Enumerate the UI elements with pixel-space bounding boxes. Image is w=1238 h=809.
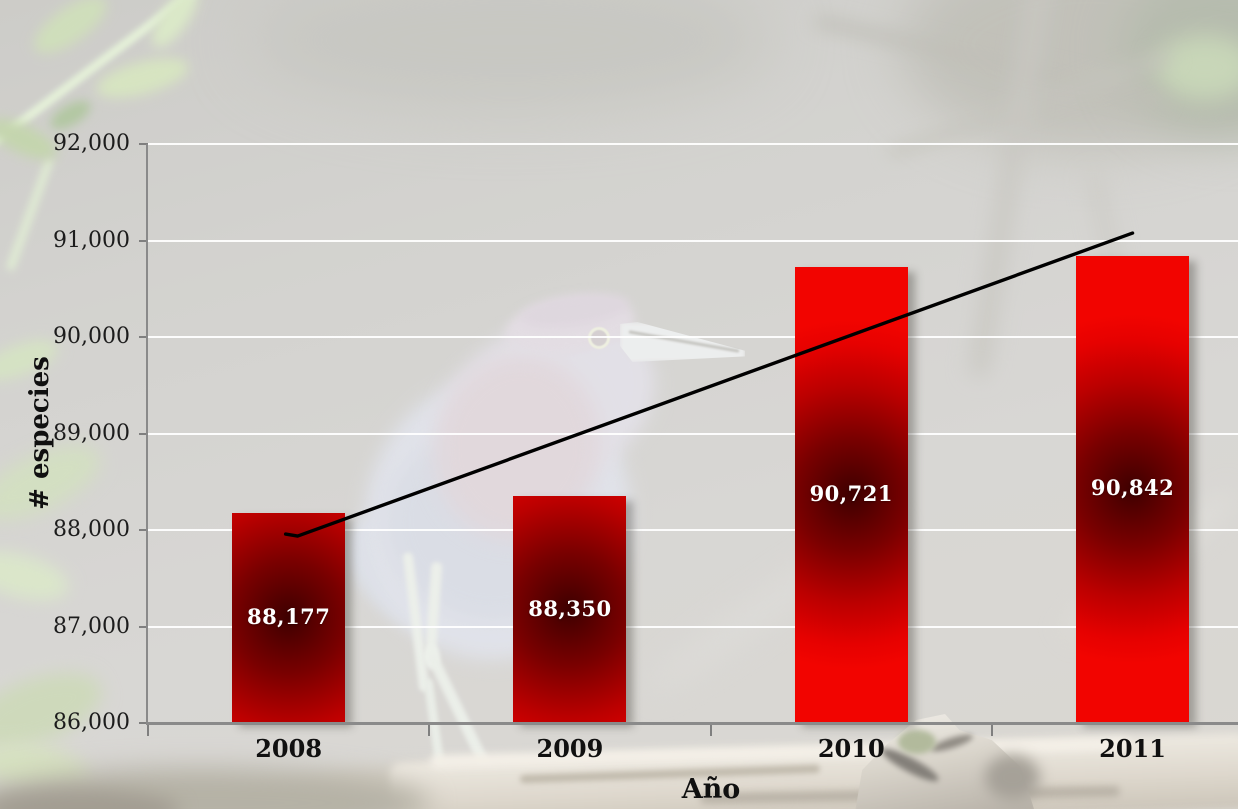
- y-tick-label: 87,000: [53, 613, 130, 639]
- x-tick-mark: [709, 723, 712, 736]
- gridline: [148, 625, 1238, 628]
- x-axis-line: [146, 722, 1238, 725]
- y-tick-label: 86,000: [53, 710, 130, 735]
- x-tick-label: 2009: [536, 734, 604, 763]
- y-tick-label: 88,000: [53, 517, 130, 542]
- bar-value-label: 88,177: [246, 603, 331, 629]
- y-tick-mark: [139, 529, 148, 531]
- y-tick-label: 89,000: [53, 420, 130, 446]
- ground-shadow: [0, 790, 180, 809]
- y-tick-mark: [139, 336, 148, 338]
- leaf: [1155, 35, 1238, 100]
- gridline: [148, 432, 1238, 435]
- bar-value-label: 90,721: [809, 481, 893, 507]
- y-tick-mark: [139, 625, 148, 628]
- y-tick-label: 90,000: [53, 324, 130, 349]
- foliage-haze: [250, 0, 770, 110]
- x-tick-mark: [147, 723, 149, 736]
- stump-shadow: [985, 755, 1040, 800]
- x-axis-title: Año: [681, 774, 741, 805]
- y-tick-mark: [139, 722, 148, 724]
- y-tick-mark: [139, 432, 148, 435]
- x-tick-label: 2010: [817, 734, 885, 763]
- bar-value-label: 88,350: [528, 595, 612, 621]
- y-axis-title: # especies: [25, 356, 55, 510]
- bar-2008: [232, 512, 346, 722]
- x-tick-label: 2008: [255, 734, 323, 763]
- y-tick-label: 91,000: [53, 227, 130, 253]
- y-tick-mark: [139, 143, 148, 145]
- gridline: [148, 143, 1238, 145]
- stump-moss: [898, 730, 936, 754]
- x-tick-label: 2011: [1099, 734, 1166, 763]
- bar-value-label: 90,842: [1090, 475, 1175, 501]
- gridline: [148, 239, 1238, 242]
- x-tick-mark: [990, 723, 993, 736]
- y-tick-label: 92,000: [53, 131, 130, 156]
- gridline: [148, 336, 1238, 338]
- x-tick-mark: [428, 723, 431, 736]
- y-axis-line: [146, 144, 148, 723]
- y-tick-mark: [139, 239, 148, 242]
